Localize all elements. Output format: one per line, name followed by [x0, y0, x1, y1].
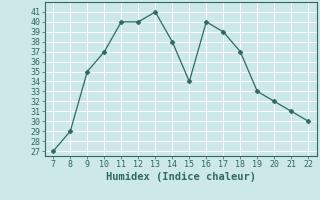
X-axis label: Humidex (Indice chaleur): Humidex (Indice chaleur) — [106, 172, 256, 182]
